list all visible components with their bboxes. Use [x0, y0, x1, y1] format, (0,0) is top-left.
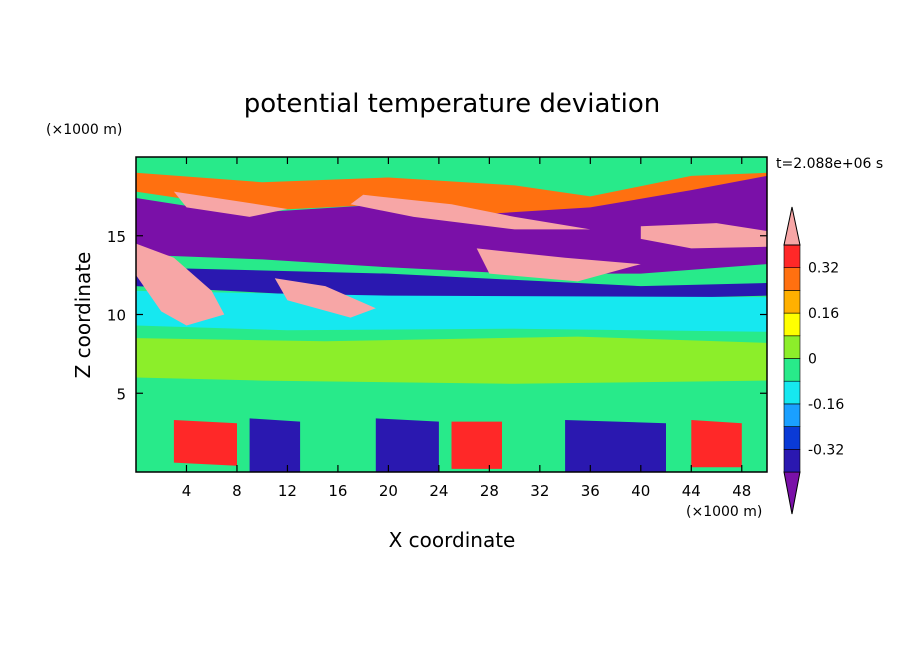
colorbar-swatch: [783, 380, 801, 405]
colorbar-tick-label: 0.32: [808, 261, 839, 277]
y-tick-label: 15: [107, 228, 126, 246]
colorbar-tick-label: -0.16: [808, 397, 844, 413]
y-axis: 5 10 15: [107, 228, 767, 403]
field-layer: [136, 172, 767, 472]
x-tick-label: 20: [379, 482, 398, 500]
x-tick-label: 12: [278, 482, 297, 500]
colorbar-swatch: [783, 426, 801, 450]
x-tick-label: 24: [429, 482, 448, 500]
field-region-upper-warm-cell-3: [640, 223, 767, 249]
field-region-boundary-layer-cold-2: [375, 418, 439, 472]
y-tick-label: 10: [107, 307, 126, 325]
x-tick-label: 36: [581, 482, 600, 500]
y-unit-label: (×1000 m): [46, 122, 122, 138]
chart-title: potential temperature deviation: [244, 89, 660, 119]
x-tick-label: 32: [530, 482, 549, 500]
x-tick-label: 4: [182, 482, 192, 500]
x-unit-label: (×1000 m): [686, 504, 762, 520]
colorbar-swatch: [783, 267, 801, 291]
field-region-upper-warm-cell-2: [350, 194, 591, 230]
colorbar-tick-label: 0: [808, 352, 817, 368]
field-region-boundary-layer-warm-1: [173, 420, 237, 466]
y-tick-label: 5: [116, 385, 126, 403]
x-tick-label: 40: [631, 482, 650, 500]
x-tick-label: 44: [682, 482, 701, 500]
colorbar-tick-label: -0.32: [808, 442, 844, 458]
time-label: t=2.088e+06 s: [776, 156, 883, 172]
x-axis-label: X coordinate: [389, 528, 516, 552]
field-region-boundary-layer-warm-2: [451, 421, 502, 469]
field-region-lower-warm-layer: [136, 336, 767, 384]
x-tick-label: 48: [732, 482, 751, 500]
colorbar-swatch: [783, 244, 801, 269]
colorbar-swatch: [783, 448, 801, 473]
field-region-mid-warm-cell-3: [476, 248, 641, 282]
field-region-upper-cold-band: [136, 175, 767, 274]
colorbar-swatch: [783, 403, 801, 427]
colorbar-arrow-high: [783, 206, 801, 246]
field-region-boundary-layer-warm-3: [691, 420, 742, 468]
field-region-upper-warm-cell-1: [173, 191, 288, 217]
field-region-boundary-layer-cold-1: [249, 418, 301, 472]
field-region-mid-warm-cell-2: [274, 278, 376, 318]
colorbar-swatch: [783, 358, 801, 382]
x-axis: 4 8 12 16 20 24 28 32 36 40 44 48: [182, 157, 751, 500]
y-axis-label: Z coordinate: [71, 252, 95, 379]
field-region-boundary-layer-cold-3: [565, 420, 666, 472]
field-region-mid-cyan-layer: [136, 290, 767, 332]
field-region-mid-warm-cell-1: [136, 243, 225, 326]
x-tick-label: 16: [328, 482, 347, 500]
colorbar-swatch: [783, 335, 801, 359]
x-tick-label: 28: [480, 482, 499, 500]
colorbar: 0.32 0.16 0 -0.16 -0.32: [783, 206, 844, 515]
colorbar-swatch: [783, 290, 801, 314]
colorbar-tick-label: 0.16: [808, 306, 839, 322]
colorbar-swatch: [783, 312, 801, 337]
x-tick-label: 8: [232, 482, 242, 500]
